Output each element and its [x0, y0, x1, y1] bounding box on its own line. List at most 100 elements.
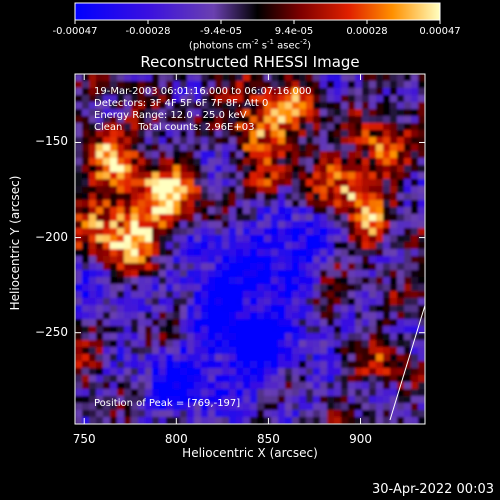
heatmap-cell [327, 403, 335, 411]
heatmap-cell [173, 263, 181, 271]
heatmap-cell [194, 193, 202, 201]
heatmap-cell [397, 410, 405, 418]
heatmap-cell [208, 305, 216, 313]
heatmap-cell [383, 389, 391, 397]
heatmap-cell [159, 116, 167, 124]
heatmap-cell [222, 102, 230, 110]
heatmap-cell [222, 235, 230, 243]
heatmap-cell [390, 333, 398, 341]
heatmap-cell [313, 242, 321, 250]
heatmap-cell [341, 165, 349, 173]
heatmap-cell [299, 326, 307, 334]
heatmap-cell [75, 235, 83, 243]
heatmap-cell [397, 291, 405, 299]
heatmap-cell [208, 298, 216, 306]
heatmap-cell [194, 130, 202, 138]
heatmap-cell [285, 172, 293, 180]
heatmap-cell [257, 284, 265, 292]
heatmap-cell [215, 249, 223, 257]
heatmap-cell [327, 228, 335, 236]
heatmap-cell [89, 249, 97, 257]
heatmap-cell [271, 88, 279, 96]
heatmap-cell [320, 389, 328, 397]
heatmap-cell [418, 172, 425, 180]
heatmap-cell [299, 221, 307, 229]
heatmap-cell [390, 270, 398, 278]
heatmap-cell [355, 109, 363, 117]
heatmap-cell [278, 326, 286, 334]
heatmap-cell [229, 179, 237, 187]
heatmap-cell [138, 389, 146, 397]
heatmap-cell [404, 144, 412, 152]
heatmap-cell [243, 151, 251, 159]
heatmap-cell [397, 277, 405, 285]
heatmap-cell [145, 340, 153, 348]
heatmap-cell [334, 263, 342, 271]
heatmap-cell [145, 221, 153, 229]
heatmap-cell [313, 116, 321, 124]
heatmap-cell [376, 158, 384, 166]
heatmap-cell [173, 256, 181, 264]
heatmap-cell [264, 375, 272, 383]
heatmap-cell [278, 95, 286, 103]
heatmap-cell [138, 207, 146, 215]
heatmap-cell [271, 284, 279, 292]
colorbar-tick-label: 0.00028 [346, 26, 388, 37]
heatmap-cell [390, 235, 398, 243]
heatmap-cell [327, 200, 335, 208]
heatmap-cell [152, 172, 160, 180]
heatmap-cell [110, 151, 118, 159]
heatmap-cell [334, 109, 342, 117]
heatmap-cell [418, 361, 425, 369]
heatmap-cell [271, 158, 279, 166]
heatmap-cell [110, 270, 118, 278]
heatmap-cell [404, 410, 412, 418]
heatmap-cell [418, 382, 425, 390]
heatmap-cell [166, 102, 174, 110]
heatmap-cell [103, 74, 111, 82]
heatmap-cell [348, 256, 356, 264]
heatmap-cell [208, 291, 216, 299]
heatmap-cell [271, 74, 279, 82]
heatmap-cell [117, 389, 125, 397]
heatmap-cell [180, 165, 188, 173]
heatmap-cell [89, 340, 97, 348]
heatmap-cell [208, 172, 216, 180]
heatmap-cell [208, 284, 216, 292]
heatmap-cell [159, 326, 167, 334]
heatmap-cell [166, 312, 174, 320]
heatmap-cell [96, 389, 104, 397]
heatmap-cell [215, 116, 223, 124]
heatmap-cell [306, 214, 314, 222]
heatmap-cell [124, 165, 132, 173]
heatmap-cell [362, 81, 370, 89]
heatmap-cell [355, 165, 363, 173]
heatmap-cell [313, 340, 321, 348]
heatmap-cell [229, 305, 237, 313]
heatmap-cell [264, 109, 272, 117]
heatmap-cell [103, 144, 111, 152]
heatmap-cell [383, 102, 391, 110]
heatmap-cell [229, 291, 237, 299]
heatmap-cell [75, 123, 83, 131]
heatmap-cell [411, 151, 419, 159]
heatmap-cell [152, 102, 160, 110]
heatmap-cell [124, 81, 132, 89]
heatmap-cell [145, 123, 153, 131]
heatmap-cell [271, 270, 279, 278]
heatmap-cell [411, 291, 419, 299]
heatmap-cell [257, 81, 265, 89]
heatmap-cell [306, 319, 314, 327]
heatmap-cell [187, 256, 195, 264]
heatmap-cell [355, 151, 363, 159]
heatmap-cell [89, 389, 97, 397]
heatmap-cell [75, 221, 83, 229]
heatmap-cell [96, 347, 104, 355]
heatmap-cell [89, 305, 97, 313]
heatmap-cell [264, 291, 272, 299]
heatmap-cell [376, 235, 384, 243]
heatmap-cell [292, 172, 300, 180]
heatmap-cell [145, 179, 153, 187]
heatmap-cell [404, 151, 412, 159]
heatmap-cell [355, 158, 363, 166]
